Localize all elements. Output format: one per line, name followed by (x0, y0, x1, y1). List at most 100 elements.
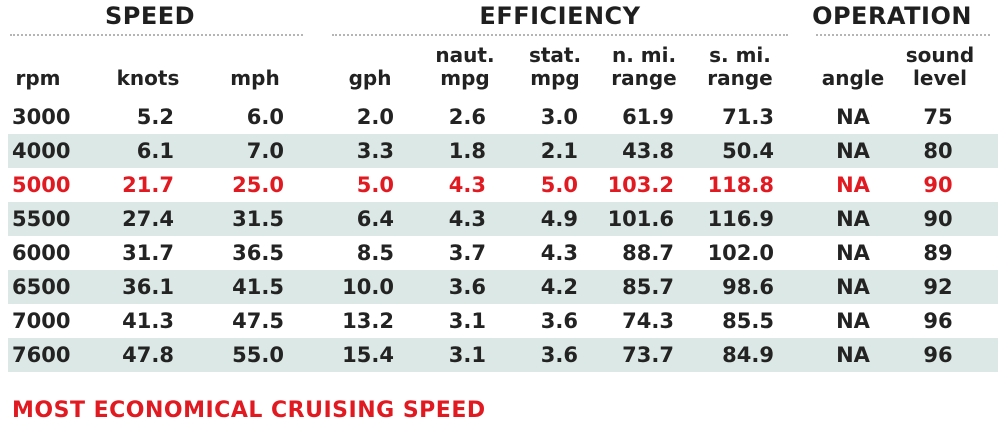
header-rpm: rpm (15, 66, 61, 90)
group-rule-efficiency (332, 34, 788, 36)
cell-angle: NA (836, 275, 870, 299)
cell-s-mi-range: 118.8 (707, 173, 774, 197)
cell-mph: 47.5 (232, 309, 284, 333)
cell-mph: 31.5 (232, 207, 284, 231)
cell-knots: 5.2 (136, 105, 174, 129)
header-gph: gph (348, 66, 392, 90)
cell-gph: 13.2 (342, 309, 394, 333)
cell-mph: 41.5 (232, 275, 284, 299)
cell-s-mi-range: 85.5 (722, 309, 774, 333)
cell-stat-mpg: 2.1 (540, 139, 578, 163)
header-mph: mph (230, 66, 280, 90)
table-row: 3000 5.2 6.0 2.0 2.6 3.0 61.9 71.3 NA 75 (8, 100, 998, 134)
cell-angle: NA (836, 309, 870, 333)
cell-naut-mpg: 3.6 (448, 275, 486, 299)
cell-s-mi-range: 71.3 (722, 105, 774, 129)
group-title-speed: SPEED (104, 2, 196, 30)
header-sound-level: sound level (905, 43, 975, 90)
cell-angle: NA (836, 173, 870, 197)
cell-n-mi-range: 101.6 (607, 207, 674, 231)
group-rule-operation (816, 34, 990, 36)
table-row: 4000 6.1 7.0 3.3 1.8 2.1 43.8 50.4 NA 80 (8, 134, 998, 168)
header-s-mi-range: s. mi. range (707, 43, 773, 90)
cell-naut-mpg: 4.3 (448, 173, 486, 197)
cell-stat-mpg: 3.6 (540, 309, 578, 333)
cell-n-mi-range: 73.7 (622, 343, 674, 367)
cell-naut-mpg: 2.6 (448, 105, 486, 129)
cell-n-mi-range: 88.7 (622, 241, 674, 265)
cell-stat-mpg: 5.0 (540, 173, 578, 197)
cell-rpm: 6500 (12, 275, 71, 299)
cell-s-mi-range: 84.9 (722, 343, 774, 367)
cell-gph: 10.0 (342, 275, 394, 299)
cell-sound-level: 92 (923, 275, 953, 299)
cell-s-mi-range: 50.4 (722, 139, 774, 163)
cell-naut-mpg: 3.1 (448, 343, 486, 367)
cell-rpm: 5500 (12, 207, 71, 231)
cell-sound-level: 80 (923, 139, 953, 163)
cell-angle: NA (836, 207, 870, 231)
header-naut-mpg: naut. mpg (435, 43, 495, 90)
cell-angle: NA (836, 343, 870, 367)
header-stat-mpg: stat. mpg (528, 43, 582, 90)
cell-naut-mpg: 3.1 (448, 309, 486, 333)
cell-rpm: 3000 (12, 105, 71, 129)
table-row: 6000 31.7 36.5 8.5 3.7 4.3 88.7 102.0 NA… (8, 236, 998, 270)
cell-sound-level: 89 (923, 241, 953, 265)
cell-n-mi-range: 85.7 (622, 275, 674, 299)
cell-knots: 31.7 (122, 241, 174, 265)
cell-angle: NA (836, 139, 870, 163)
table-row: 7600 47.8 55.0 15.4 3.1 3.6 73.7 84.9 NA… (8, 338, 998, 372)
cell-gph: 15.4 (342, 343, 394, 367)
cell-naut-mpg: 1.8 (448, 139, 486, 163)
cell-rpm: 6000 (12, 241, 71, 265)
cell-n-mi-range: 103.2 (607, 173, 674, 197)
cell-mph: 36.5 (232, 241, 284, 265)
cell-knots: 47.8 (122, 343, 174, 367)
table-row: 5500 27.4 31.5 6.4 4.3 4.9 101.6 116.9 N… (8, 202, 998, 236)
cell-rpm: 7000 (12, 309, 71, 333)
group-rule-speed (10, 34, 303, 36)
cell-rpm: 5000 (12, 173, 71, 197)
cell-naut-mpg: 3.7 (448, 241, 486, 265)
header-n-mi-range: n. mi. range (611, 43, 677, 90)
cell-mph: 25.0 (232, 173, 284, 197)
cell-mph: 6.0 (246, 105, 284, 129)
cell-mph: 7.0 (246, 139, 284, 163)
cell-stat-mpg: 3.6 (540, 343, 578, 367)
cell-gph: 8.5 (356, 241, 394, 265)
cell-gph: 6.4 (356, 207, 394, 231)
cell-sound-level: 90 (923, 207, 953, 231)
cell-n-mi-range: 61.9 (622, 105, 674, 129)
group-title-efficiency: EFFICIENCY (479, 2, 641, 30)
header-angle: angle (821, 66, 885, 90)
cell-s-mi-range: 116.9 (707, 207, 774, 231)
cell-gph: 5.0 (356, 173, 394, 197)
cell-stat-mpg: 4.3 (540, 241, 578, 265)
cell-n-mi-range: 43.8 (622, 139, 674, 163)
cell-knots: 21.7 (122, 173, 174, 197)
cell-stat-mpg: 4.2 (540, 275, 578, 299)
cell-knots: 6.1 (136, 139, 174, 163)
cell-rpm: 4000 (12, 139, 71, 163)
table-row: 6500 36.1 41.5 10.0 3.6 4.2 85.7 98.6 NA… (8, 270, 998, 304)
group-title-operation: OPERATION (812, 2, 972, 30)
cell-sound-level: 96 (923, 343, 953, 367)
cell-gph: 3.3 (356, 139, 394, 163)
cell-gph: 2.0 (356, 105, 394, 129)
cell-angle: NA (836, 105, 870, 129)
cell-knots: 36.1 (122, 275, 174, 299)
cell-stat-mpg: 3.0 (540, 105, 578, 129)
table-row: 7000 41.3 47.5 13.2 3.1 3.6 74.3 85.5 NA… (8, 304, 998, 338)
cell-knots: 27.4 (122, 207, 174, 231)
cell-angle: NA (836, 241, 870, 265)
header-knots: knots (116, 66, 180, 90)
cell-mph: 55.0 (232, 343, 284, 367)
cell-sound-level: 96 (923, 309, 953, 333)
cell-stat-mpg: 4.9 (540, 207, 578, 231)
cell-n-mi-range: 74.3 (622, 309, 674, 333)
cell-s-mi-range: 102.0 (707, 241, 774, 265)
cell-naut-mpg: 4.3 (448, 207, 486, 231)
table-row-highlighted: 5000 21.7 25.0 5.0 4.3 5.0 103.2 118.8 N… (8, 168, 998, 202)
cell-sound-level: 75 (923, 105, 953, 129)
